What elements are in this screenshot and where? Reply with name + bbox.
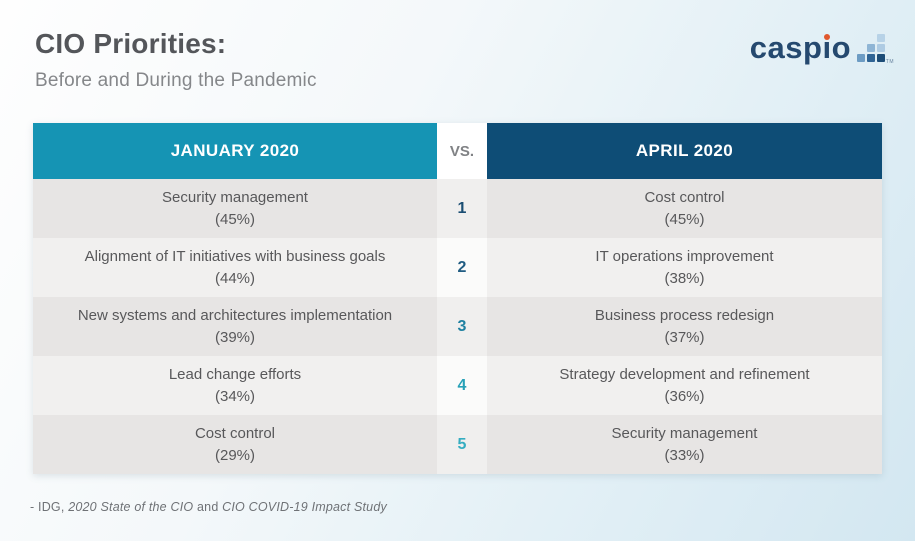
header-april-2020: APRIL 2020 bbox=[487, 123, 882, 179]
rank-number: 1 bbox=[457, 199, 467, 217]
source-conjunction: and bbox=[193, 500, 223, 514]
logo-square bbox=[877, 34, 885, 42]
april-priority-cell: Strategy development and refinement (36%… bbox=[487, 356, 882, 415]
priority-percent: (33%) bbox=[664, 446, 705, 464]
january-priority-cell: Cost control (29%) bbox=[33, 415, 437, 474]
january-priority-cell: New systems and architectures implementa… bbox=[33, 297, 437, 356]
table-row: New systems and architectures implementa… bbox=[33, 297, 882, 356]
table-row: Cost control (29%) 5 Security management… bbox=[33, 415, 882, 474]
table-row: Alignment of IT initiatives with busines… bbox=[33, 238, 882, 297]
rank-cell: 2 bbox=[437, 238, 487, 297]
priority-percent: (29%) bbox=[214, 446, 255, 464]
table-row: Security management (45%) 1 Cost control… bbox=[33, 179, 882, 238]
priority-label: Alignment of IT initiatives with busines… bbox=[84, 247, 386, 265]
logo-orange-dot-icon bbox=[824, 34, 830, 40]
priority-percent: (45%) bbox=[214, 210, 255, 228]
rank-number: 5 bbox=[457, 435, 467, 453]
source-citation: - IDG, 2020 State of the CIO and CIO COV… bbox=[30, 500, 387, 514]
april-priority-cell: Cost control (45%) bbox=[487, 179, 882, 238]
rank-cell: 1 bbox=[437, 179, 487, 238]
rank-number: 3 bbox=[457, 317, 467, 335]
priority-percent: (37%) bbox=[664, 328, 705, 346]
rank-cell: 3 bbox=[437, 297, 487, 356]
rank-number: 2 bbox=[457, 258, 467, 276]
logo-square bbox=[857, 54, 865, 62]
priority-percent: (45%) bbox=[664, 210, 705, 228]
caspio-wordmark: casp ı o bbox=[750, 32, 851, 63]
logo-square bbox=[877, 44, 885, 52]
priority-percent: (44%) bbox=[214, 269, 255, 287]
january-priority-cell: Alignment of IT initiatives with busines… bbox=[33, 238, 437, 297]
header-january-2020: JANUARY 2020 bbox=[33, 123, 437, 179]
logo-text-part2: o bbox=[831, 30, 851, 65]
priority-label: Strategy development and refinement bbox=[559, 365, 810, 383]
priority-label: Cost control bbox=[194, 424, 276, 442]
page-subtitle: Before and During the Pandemic bbox=[35, 70, 317, 91]
priority-label: Security management bbox=[611, 424, 758, 442]
title-block: CIO Priorities: Before and During the Pa… bbox=[35, 28, 317, 92]
caspio-logo: casp ı o TM bbox=[750, 32, 894, 65]
priority-percent: (39%) bbox=[214, 328, 255, 346]
logo-squares-icon: TM bbox=[857, 34, 893, 65]
priority-percent: (36%) bbox=[664, 387, 705, 405]
april-priority-cell: Business process redesign (37%) bbox=[487, 297, 882, 356]
rank-cell: 4 bbox=[437, 356, 487, 415]
january-priority-cell: Security management (45%) bbox=[33, 179, 437, 238]
rank-number: 4 bbox=[457, 376, 467, 394]
rank-cell: 5 bbox=[437, 415, 487, 474]
source-work-1: 2020 State of the CIO bbox=[68, 500, 194, 514]
priority-percent: (38%) bbox=[664, 269, 705, 287]
logo-square bbox=[867, 44, 875, 52]
source-prefix: - IDG, bbox=[30, 500, 69, 514]
comparison-table: JANUARY 2020 VS. APRIL 2020 Security man… bbox=[33, 123, 882, 474]
logo-square bbox=[877, 54, 885, 62]
priority-label: Lead change efforts bbox=[168, 365, 302, 383]
priority-label: New systems and architectures implementa… bbox=[77, 306, 393, 324]
logo-square bbox=[867, 54, 875, 62]
logo-text-part1: casp bbox=[749, 30, 823, 65]
trademark-symbol: TM bbox=[885, 59, 894, 65]
table-row: Lead change efforts (34%) 4 Strategy dev… bbox=[33, 356, 882, 415]
page-title: CIO Priorities: bbox=[35, 28, 227, 59]
table-header-row: JANUARY 2020 VS. APRIL 2020 bbox=[33, 123, 882, 179]
priority-label: Business process redesign bbox=[594, 306, 775, 324]
april-priority-cell: Security management (33%) bbox=[487, 415, 882, 474]
priority-label: Cost control bbox=[644, 188, 725, 206]
april-priority-cell: IT operations improvement (38%) bbox=[487, 238, 882, 297]
source-work-2: CIO COVID-19 Impact Study bbox=[222, 500, 387, 514]
header-vs: VS. bbox=[437, 123, 487, 179]
january-priority-cell: Lead change efforts (34%) bbox=[33, 356, 437, 415]
priority-percent: (34%) bbox=[214, 387, 255, 405]
priority-label: IT operations improvement bbox=[595, 247, 774, 265]
logo-letter-i: ı bbox=[822, 30, 832, 65]
priority-label: Security management bbox=[162, 188, 308, 206]
